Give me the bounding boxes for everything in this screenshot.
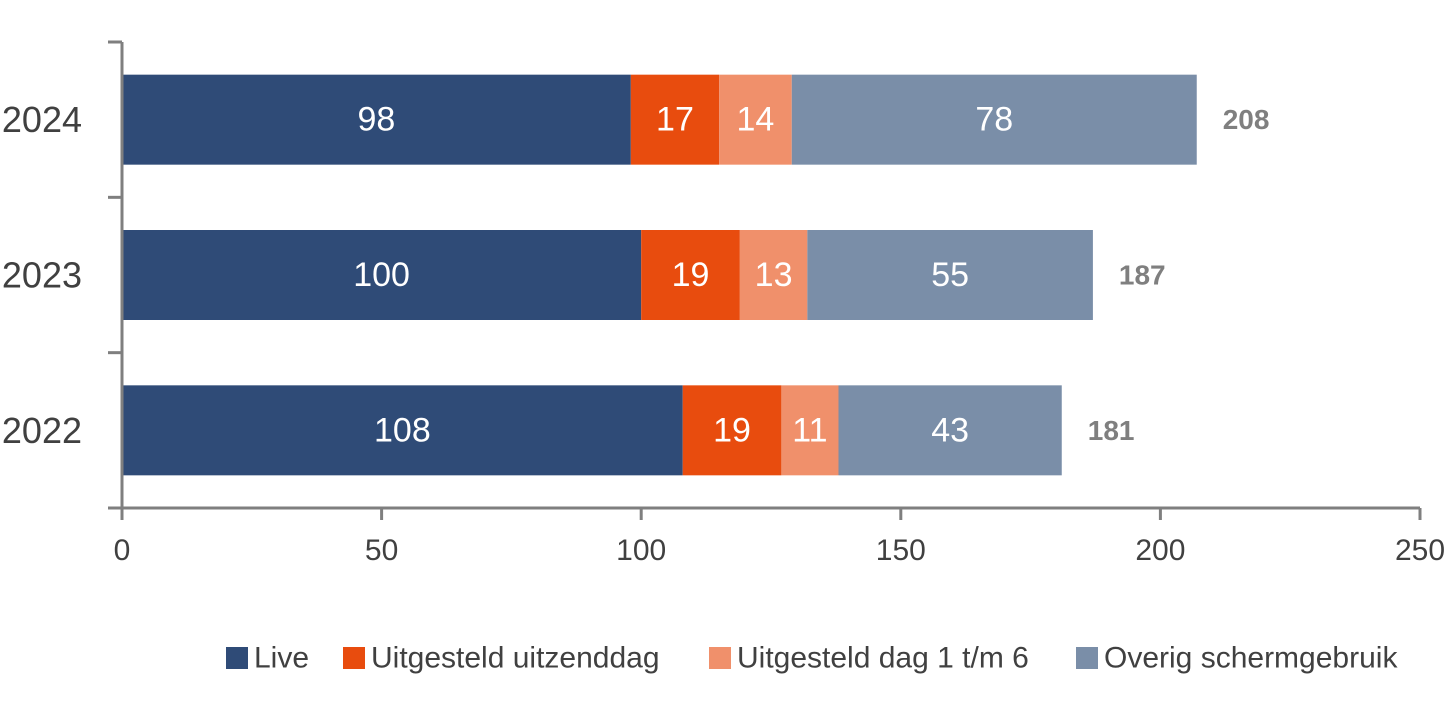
bar-segment-2022-3 — [781, 385, 839, 476]
total-label-2022: 181 — [1088, 415, 1135, 446]
legend: Live Uitgesteld uitzenddag Uitgesteld dag … — [226, 642, 1398, 675]
data-label-2023-2: 19 — [672, 256, 710, 294]
bar-segment-2023-4 — [807, 230, 1093, 320]
total-label-2024: 208 — [1223, 104, 1270, 135]
legend-label-1: Live — [254, 642, 309, 675]
bar-segment-2022-1 — [122, 385, 683, 476]
data-label-2022-3: 11 — [792, 411, 827, 449]
legend-swatch-1 — [226, 647, 248, 669]
legend-swatch-3 — [709, 647, 731, 669]
x-tick-label-150: 150 — [876, 534, 926, 567]
bar-segment-2024-4 — [791, 74, 1197, 165]
x-tick-label-0: 0 — [114, 534, 131, 567]
data-label-2024-2: 17 — [656, 101, 694, 139]
data-label-2023-3: 13 — [755, 256, 793, 294]
legend-swatch-4 — [1076, 647, 1098, 669]
bar-segment-2024-1 — [122, 74, 631, 165]
legend-label-2: Uitgesteld uitzenddag — [371, 642, 660, 675]
data-label-2024-3: 14 — [737, 101, 775, 139]
bar-segment-2023-2 — [641, 230, 740, 320]
bars-layer — [122, 74, 1197, 476]
x-tick-label-50: 50 — [365, 534, 398, 567]
category-label-2023: 2023 — [2, 255, 82, 296]
legend-label-3: Uitgesteld dag 1 t/m 6 — [737, 642, 1029, 675]
bar-segment-2024-2 — [630, 74, 720, 165]
total-label-2023: 187 — [1119, 260, 1166, 291]
data-label-2023-4: 55 — [931, 256, 969, 294]
category-label-2022: 2022 — [2, 410, 82, 451]
x-tick-label-250: 250 — [1395, 534, 1445, 567]
bar-segment-2022-4 — [838, 385, 1062, 476]
bar-segment-2024-3 — [719, 74, 792, 165]
bar-segment-2023-1 — [122, 230, 642, 320]
x-tick-label-100: 100 — [616, 534, 666, 567]
bar-segment-2023-3 — [739, 230, 808, 320]
labels-layer: 98 17 14 78 208 2024 100 19 13 55 187 2023 108 19 11 43… — [2, 99, 1270, 451]
axes-layer: 0 50 100 150 200 250 — [108, 40, 1445, 567]
data-label-2024-1: 98 — [357, 101, 395, 139]
legend-label-4: Overig schermgebruik — [1104, 642, 1398, 675]
bar-segment-2022-2 — [682, 385, 782, 476]
data-label-2022-2: 19 — [713, 411, 751, 449]
data-label-2022-1: 108 — [374, 411, 431, 449]
data-label-2022-4: 43 — [931, 411, 969, 449]
legend-swatch-2 — [343, 647, 365, 669]
data-label-2023-1: 100 — [353, 256, 410, 294]
data-label-2024-4: 78 — [975, 101, 1013, 139]
x-tick-label-200: 200 — [1135, 534, 1185, 567]
category-label-2024: 2024 — [2, 99, 82, 140]
